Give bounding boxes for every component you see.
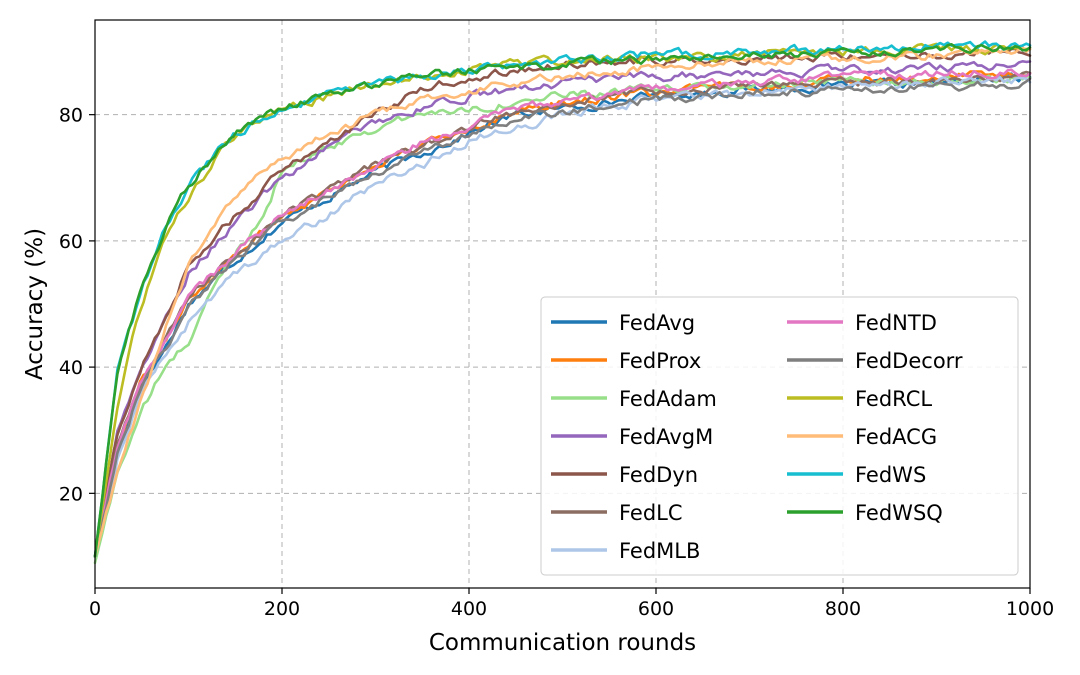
series-line-fedntd	[93, 68, 1032, 558]
legend-label: FedMLB	[619, 539, 700, 563]
legend-label: FedAvg	[619, 311, 695, 335]
y-tick-label: 40	[59, 357, 83, 379]
series-line-fedmlb	[93, 75, 1032, 558]
y-tick-label: 20	[59, 483, 83, 505]
series-line-feddecorr	[93, 77, 1032, 558]
series-line-fedacg	[93, 45, 1032, 558]
series-lines	[93, 40, 1032, 565]
x-tick-label: 600	[638, 598, 674, 620]
legend-label: FedLC	[619, 501, 683, 525]
x-tick-label: 1000	[1006, 598, 1054, 620]
legend-label: FedNTD	[855, 311, 937, 335]
series-line-fedwsq	[93, 42, 1032, 558]
legend-label: FedDyn	[619, 463, 698, 487]
axis-ticks: 0 200 400 600 800 1000 20 40 60 80	[59, 105, 1054, 620]
legend-label: FedAvgM	[619, 425, 713, 449]
x-tick-label: 200	[264, 598, 300, 620]
legend-label: FedACG	[855, 425, 937, 449]
legend-label: FedAdam	[619, 387, 717, 411]
y-tick-label: 80	[59, 105, 83, 127]
x-tick-label: 800	[825, 598, 861, 620]
plot-frame	[94, 19, 1031, 589]
legend-label: FedProx	[619, 349, 701, 373]
legend-label: FedWS	[855, 463, 926, 487]
legend: FedAvg FedProx FedAdam FedAvgM FedDyn FedLC Fe…	[540, 296, 1019, 576]
x-tick-label: 400	[451, 598, 487, 620]
legend-label: FedRCL	[855, 387, 932, 411]
x-tick-label: 0	[89, 598, 101, 620]
y-tick-label: 60	[59, 231, 83, 253]
x-axis-label: Communication rounds	[429, 630, 696, 656]
legend-label: FedWSQ	[855, 501, 943, 525]
y-axis-label: Accuracy (%)	[22, 228, 48, 380]
legend-label: FedDecorr	[855, 349, 963, 373]
legend-box	[540, 296, 1019, 576]
